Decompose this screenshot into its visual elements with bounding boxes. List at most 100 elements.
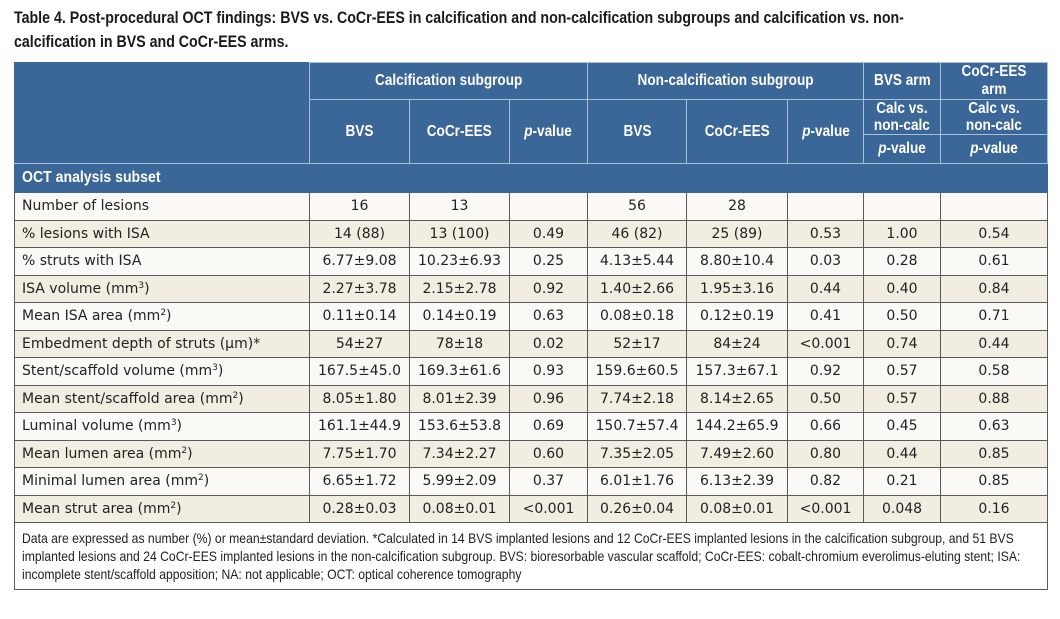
cell-noncalc-bvs: 52±17 xyxy=(587,329,688,358)
cell-bvs-arm-pvalue: 1.00 xyxy=(863,219,942,248)
cell-noncalc-bvs: 1.40±2.66 xyxy=(587,274,688,303)
cell-calc-bvs: 161.1±44.9 xyxy=(309,412,410,441)
cell-bvs-arm-pvalue: 0.45 xyxy=(863,412,942,441)
cell-bvs-arm-pvalue: 0.57 xyxy=(863,357,942,386)
cell-noncalc-pvalue xyxy=(787,192,865,221)
cell-noncalc-cocr: 84±24 xyxy=(686,329,789,358)
table-row: % lesions with ISA 14 (88) 13 (100) 0.49 46 … xyxy=(14,219,1049,248)
table-row: Embedment depth of struts (µm)* 54±27 78±1… xyxy=(14,329,1049,358)
header-noncalc-bvs: BVS xyxy=(587,99,688,164)
cell-noncalc-cocr: 1.95±3.16 xyxy=(686,274,789,303)
cell-noncalc-bvs: 56 xyxy=(587,192,688,221)
cell-noncalc-pvalue: 0.41 xyxy=(787,302,865,331)
cell-noncalc-bvs: 7.74±2.18 xyxy=(587,384,688,413)
cell-calc-cocr: 13 xyxy=(409,192,510,221)
cell-calc-cocr: 10.23±6.93 xyxy=(409,247,510,276)
row-label: Mean strut area (mm2) xyxy=(14,494,310,523)
cell-calc-pvalue: 0.60 xyxy=(508,439,589,468)
row-label: % struts with ISA xyxy=(14,247,310,276)
cell-noncalc-cocr: 28 xyxy=(686,192,789,221)
cell-noncalc-bvs: 6.01±1.76 xyxy=(587,467,688,496)
cell-cocr-arm-pvalue: 0.85 xyxy=(940,439,1049,468)
cell-calc-cocr: 8.01±2.39 xyxy=(409,384,510,413)
header-cocr-arm-pvalue: p-value xyxy=(940,134,1049,164)
row-label: Mean ISA area (mm2) xyxy=(14,302,310,331)
cell-cocr-arm-pvalue: 0.71 xyxy=(940,302,1049,331)
cell-cocr-arm-pvalue: 0.88 xyxy=(940,384,1049,413)
header-calc-cocr: CoCr-EES xyxy=(409,99,510,164)
header-group-bvs-arm: BVS arm xyxy=(863,62,942,100)
cell-calc-pvalue: 0.25 xyxy=(508,247,589,276)
cell-calc-cocr: 2.15±2.78 xyxy=(409,274,510,303)
cell-bvs-arm-pvalue: 0.048 xyxy=(863,494,942,523)
cell-noncalc-bvs: 4.13±5.44 xyxy=(587,247,688,276)
cell-noncalc-cocr: 0.12±0.19 xyxy=(686,302,789,331)
row-label: Number of lesions xyxy=(14,192,310,221)
cell-bvs-arm-pvalue: 0.40 xyxy=(863,274,942,303)
oct-findings-table: Calcification subgroup Non-calcification… xyxy=(13,62,1049,590)
cell-calc-bvs: 16 xyxy=(309,192,410,221)
cell-bvs-arm-pvalue: 0.50 xyxy=(863,302,942,331)
cell-calc-cocr: 5.99±2.09 xyxy=(409,467,510,496)
cell-calc-bvs: 0.28±0.03 xyxy=(309,494,410,523)
cell-calc-pvalue: <0.001 xyxy=(508,494,589,523)
cell-noncalc-cocr: 8.80±10.4 xyxy=(686,247,789,276)
header-cocr-arm-calc-vs-noncalc: Calc vs. non-calc xyxy=(940,99,1049,135)
row-label: Mean lumen area (mm2) xyxy=(14,439,310,468)
cell-calc-pvalue: 0.63 xyxy=(508,302,589,331)
table-footnote: Data are expressed as number (%) or mean… xyxy=(13,522,1049,590)
cell-bvs-arm-pvalue: 0.21 xyxy=(863,467,942,496)
section-header-oct-analysis-subset: OCT analysis subset xyxy=(13,163,1049,193)
cell-noncalc-bvs: 0.26±0.04 xyxy=(587,494,688,523)
table-row: Mean strut area (mm2) 0.28±0.03 0.08±0.01 <… xyxy=(14,494,1049,523)
cell-noncalc-pvalue: <0.001 xyxy=(787,494,865,523)
cell-cocr-arm-pvalue: 0.61 xyxy=(940,247,1049,276)
caption-line-2: calcification in BVS and CoCr-EES arms. xyxy=(14,33,289,51)
row-label: ISA volume (mm3) xyxy=(14,274,310,303)
cell-calc-cocr: 0.14±0.19 xyxy=(409,302,510,331)
cell-calc-cocr: 7.34±2.27 xyxy=(409,439,510,468)
cell-noncalc-pvalue: 0.03 xyxy=(787,247,865,276)
header-calc-pvalue: p-value xyxy=(508,99,589,164)
cell-noncalc-cocr: 25 (89) xyxy=(686,219,789,248)
header-group-cocr-arm: CoCr-EES arm xyxy=(940,62,1049,100)
table-row: Mean lumen area (mm2) 7.75±1.70 7.34±2.27 0… xyxy=(14,439,1049,468)
cell-calc-pvalue: 0.02 xyxy=(508,329,589,358)
row-label: Minimal lumen area (mm2) xyxy=(14,467,310,496)
row-label: Luminal volume (mm3) xyxy=(14,412,310,441)
cell-calc-cocr: 169.3±61.6 xyxy=(409,357,510,386)
header-calc-bvs: BVS xyxy=(309,99,410,164)
cell-bvs-arm-pvalue xyxy=(863,192,942,221)
cell-calc-pvalue: 0.37 xyxy=(508,467,589,496)
cell-calc-pvalue: 0.93 xyxy=(508,357,589,386)
cell-noncalc-cocr: 157.3±67.1 xyxy=(686,357,789,386)
cell-noncalc-pvalue: <0.001 xyxy=(787,329,865,358)
cell-noncalc-bvs: 0.08±0.18 xyxy=(587,302,688,331)
header-noncalc-pvalue: p-value xyxy=(787,99,865,164)
cell-noncalc-cocr: 7.49±2.60 xyxy=(686,439,789,468)
cell-calc-bvs: 6.65±1.72 xyxy=(309,467,410,496)
cell-calc-cocr: 0.08±0.01 xyxy=(409,494,510,523)
cell-noncalc-bvs: 159.6±60.5 xyxy=(587,357,688,386)
cell-calc-bvs: 8.05±1.80 xyxy=(309,384,410,413)
cell-noncalc-cocr: 6.13±2.39 xyxy=(686,467,789,496)
header-noncalc-cocr: CoCr-EES xyxy=(686,99,789,164)
cell-calc-cocr: 13 (100) xyxy=(409,219,510,248)
cell-calc-pvalue: 0.92 xyxy=(508,274,589,303)
cell-noncalc-pvalue: 0.92 xyxy=(787,357,865,386)
cell-bvs-arm-pvalue: 0.28 xyxy=(863,247,942,276)
cell-noncalc-bvs: 150.7±57.4 xyxy=(587,412,688,441)
cell-cocr-arm-pvalue: 0.63 xyxy=(940,412,1049,441)
cell-cocr-arm-pvalue: 0.58 xyxy=(940,357,1049,386)
cell-calc-pvalue xyxy=(508,192,589,221)
cell-calc-bvs: 7.75±1.70 xyxy=(309,439,410,468)
cell-calc-bvs: 2.27±3.78 xyxy=(309,274,410,303)
cell-noncalc-bvs: 7.35±2.05 xyxy=(587,439,688,468)
cell-noncalc-cocr: 8.14±2.65 xyxy=(686,384,789,413)
row-label: Mean stent/scaffold area (mm2) xyxy=(14,384,310,413)
cell-calc-bvs: 167.5±45.0 xyxy=(309,357,410,386)
cell-cocr-arm-pvalue: 0.44 xyxy=(940,329,1049,358)
cell-noncalc-pvalue: 0.53 xyxy=(787,219,865,248)
cell-calc-cocr: 153.6±53.8 xyxy=(409,412,510,441)
cell-noncalc-pvalue: 0.50 xyxy=(787,384,865,413)
